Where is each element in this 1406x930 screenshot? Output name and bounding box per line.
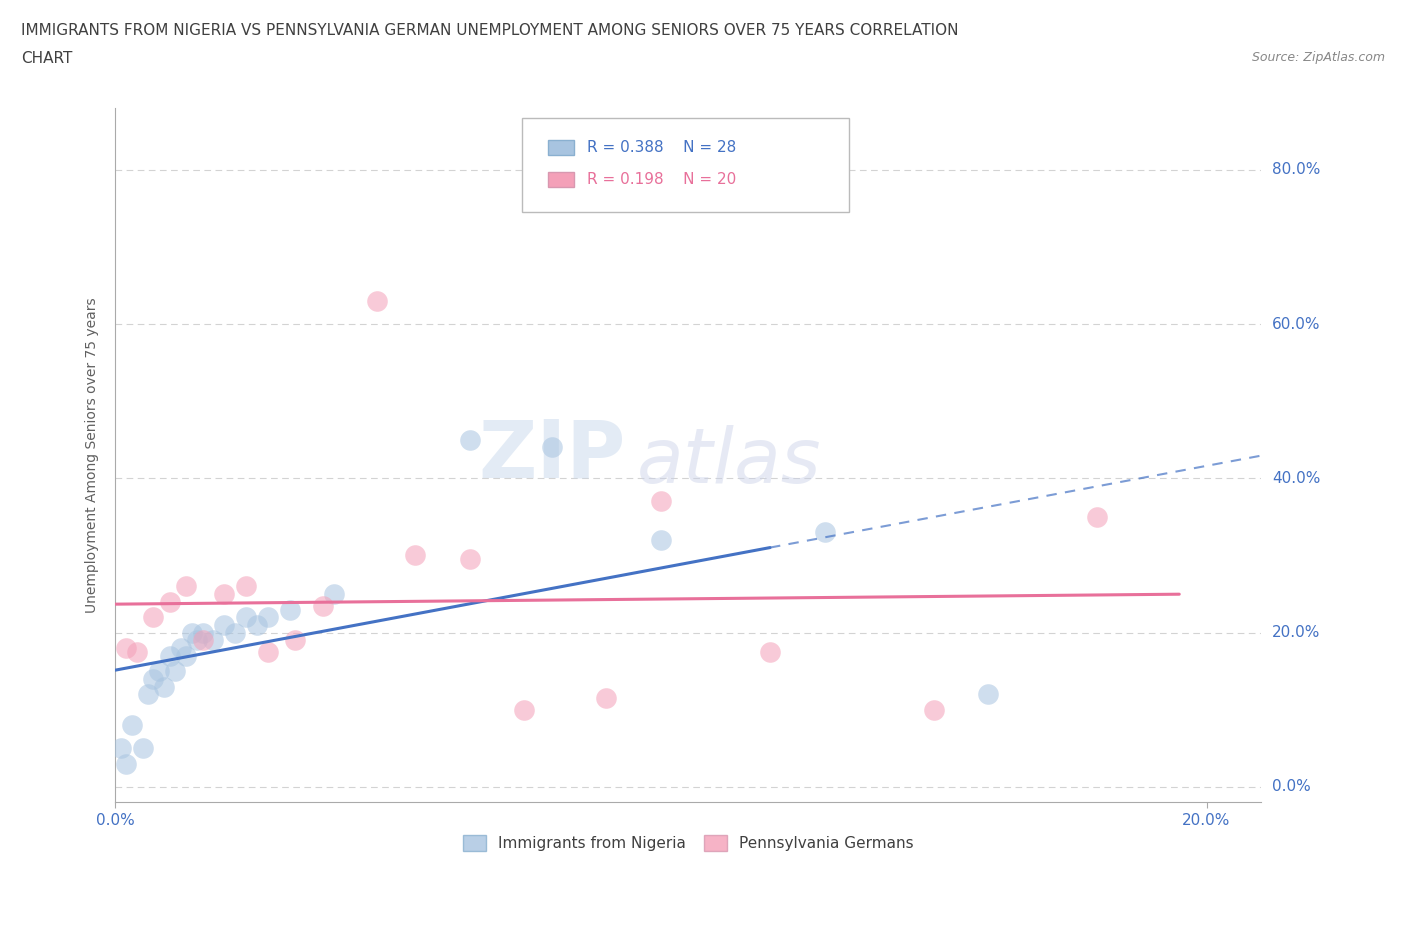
Point xyxy=(650,533,672,548)
Point xyxy=(458,551,481,566)
Point xyxy=(110,741,132,756)
Point xyxy=(404,548,426,563)
Point xyxy=(127,644,149,659)
Point xyxy=(159,594,181,609)
Point xyxy=(759,644,782,659)
Point xyxy=(214,618,236,632)
Point xyxy=(513,702,536,717)
Point xyxy=(540,440,562,455)
Point xyxy=(165,664,187,679)
Point xyxy=(278,602,301,617)
Text: R = 0.388    N = 28: R = 0.388 N = 28 xyxy=(588,140,737,155)
Point xyxy=(153,679,176,694)
Point xyxy=(142,671,165,686)
Point xyxy=(257,610,280,625)
Point xyxy=(191,625,214,640)
Point xyxy=(202,633,225,648)
Point xyxy=(322,587,344,602)
Text: R = 0.198    N = 20: R = 0.198 N = 20 xyxy=(588,172,737,187)
Point xyxy=(148,664,170,679)
Point xyxy=(813,525,835,539)
Text: 40.0%: 40.0% xyxy=(1272,471,1320,485)
Point xyxy=(650,494,672,509)
Text: Source: ZipAtlas.com: Source: ZipAtlas.com xyxy=(1251,51,1385,64)
Point xyxy=(142,610,165,625)
Point xyxy=(159,648,181,663)
Point xyxy=(115,641,138,656)
Point xyxy=(191,633,214,648)
Text: 20.0%: 20.0% xyxy=(1272,625,1320,640)
Point xyxy=(257,644,280,659)
Point xyxy=(170,641,193,656)
Text: CHART: CHART xyxy=(21,51,73,66)
Legend: Immigrants from Nigeria, Pennsylvania Germans: Immigrants from Nigeria, Pennsylvania Ge… xyxy=(457,829,920,857)
Point xyxy=(174,648,197,663)
FancyBboxPatch shape xyxy=(548,172,574,187)
Point xyxy=(115,756,138,771)
Point xyxy=(595,691,617,706)
Text: 80.0%: 80.0% xyxy=(1272,162,1320,178)
Text: IMMIGRANTS FROM NIGERIA VS PENNSYLVANIA GERMAN UNEMPLOYMENT AMONG SENIORS OVER 7: IMMIGRANTS FROM NIGERIA VS PENNSYLVANIA … xyxy=(21,23,959,38)
Text: atlas: atlas xyxy=(637,425,821,499)
Point xyxy=(246,618,269,632)
Point xyxy=(131,741,153,756)
Point xyxy=(977,687,1000,702)
Y-axis label: Unemployment Among Seniors over 75 years: Unemployment Among Seniors over 75 years xyxy=(86,298,100,613)
Point xyxy=(186,633,208,648)
Point xyxy=(284,633,307,648)
Text: 60.0%: 60.0% xyxy=(1272,316,1320,331)
Text: ZIP: ZIP xyxy=(478,417,626,494)
FancyBboxPatch shape xyxy=(548,140,574,155)
Point xyxy=(235,610,257,625)
Point xyxy=(311,598,333,613)
FancyBboxPatch shape xyxy=(522,118,849,212)
Point xyxy=(136,687,159,702)
Point xyxy=(174,578,197,593)
Point xyxy=(922,702,945,717)
Point xyxy=(366,294,388,309)
Point xyxy=(180,625,202,640)
Text: 0.0%: 0.0% xyxy=(1272,779,1310,794)
Point xyxy=(458,432,481,447)
Point xyxy=(1087,510,1109,525)
Point xyxy=(235,578,257,593)
Point xyxy=(121,718,143,733)
Point xyxy=(224,625,246,640)
Point xyxy=(214,587,236,602)
